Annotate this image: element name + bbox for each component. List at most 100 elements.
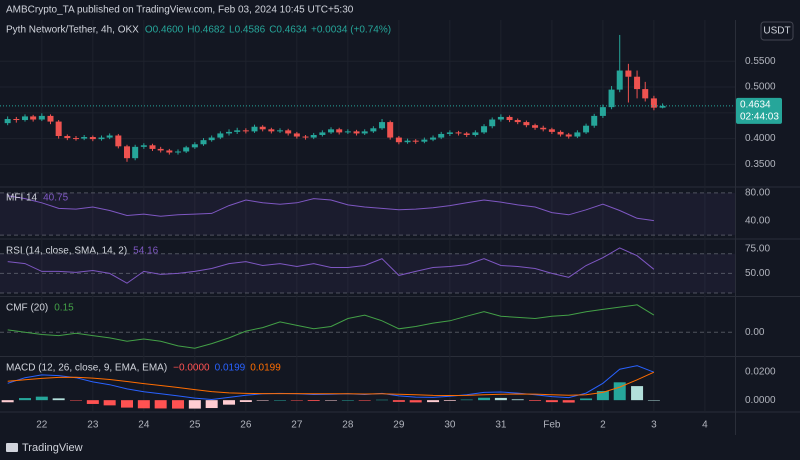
candle-body [115, 135, 122, 147]
legend-value: 0.0199 [215, 363, 246, 374]
y-tick-label: 0.00 [745, 327, 765, 338]
histogram-bar [478, 397, 491, 401]
candle-body [599, 107, 606, 116]
histogram-bar [1, 400, 14, 403]
x-tick-label: 22 [36, 420, 48, 431]
candle-body [149, 145, 156, 149]
legend-value: 54.16 [133, 246, 158, 257]
tradingview-logo[interactable]: TradingView [6, 442, 83, 454]
candle-body [251, 126, 258, 132]
candle-body [175, 151, 182, 153]
candle-body [208, 137, 215, 141]
x-tick-label: 28 [342, 420, 354, 431]
candle-body [293, 133, 300, 137]
publish-header: AMBCrypto_TA published on TradingView.co… [6, 5, 354, 16]
histogram-bar [290, 400, 303, 401]
candle-body [72, 138, 79, 140]
candle-body [242, 130, 249, 132]
x-tick-label: 2 [600, 420, 606, 431]
candle-body [625, 70, 632, 77]
candle-body [387, 122, 394, 138]
histogram-bar [596, 391, 609, 401]
histogram-bar [205, 400, 218, 409]
candle-body [183, 147, 190, 152]
candle-body [285, 130, 292, 134]
histogram-bar [443, 400, 456, 401]
candle-body [557, 131, 564, 135]
candle-body [565, 134, 572, 137]
x-tick-label: 27 [291, 420, 303, 431]
candle-body [489, 119, 496, 127]
candle-body [412, 140, 419, 142]
candle-body [55, 121, 62, 137]
y-tick-label: 75.00 [745, 243, 770, 254]
candle-body [481, 126, 488, 133]
histogram-bar [460, 399, 473, 401]
legend-value: 40.75 [43, 193, 68, 204]
candle-body [64, 136, 71, 139]
x-tick-label: 26 [240, 420, 252, 431]
candle-body [540, 127, 547, 130]
candle-body [226, 131, 233, 134]
x-tick-label: 3 [651, 420, 657, 431]
candle-body [379, 122, 386, 129]
candle-body [438, 133, 445, 138]
legend-value: H0.4682 [187, 25, 225, 36]
x-tick-label: 23 [87, 420, 99, 431]
histogram-bar [35, 396, 48, 401]
x-tick-label: 31 [495, 420, 507, 431]
legend-title: MACD (12, 26, close, 9, EMA, EMA) [6, 363, 167, 374]
indicator-line [7, 304, 655, 349]
currency-button[interactable]: USDT [760, 21, 794, 41]
candle-body [370, 128, 377, 132]
histogram-bar [562, 400, 575, 403]
x-tick-label: 30 [444, 420, 456, 431]
candle-body [353, 131, 360, 134]
x-tick-label: 24 [138, 420, 150, 431]
histogram-bar [86, 400, 99, 404]
last-price-label: 0.4634 [740, 100, 771, 111]
histogram-bar [172, 400, 185, 409]
legend-value: C0.4634 [269, 25, 307, 36]
histogram-bar [223, 400, 236, 405]
candle-body [642, 89, 649, 99]
candle-body [455, 132, 462, 134]
candle-body [47, 115, 54, 122]
legend-value: L0.4586 [229, 25, 266, 36]
candle-body [523, 122, 530, 126]
legend-title: Pyth Network/Tether, 4h, OKX [6, 25, 139, 36]
logo-text: TradingView [22, 442, 83, 454]
legend-value: 0.15 [54, 303, 74, 314]
logo-icon [6, 443, 18, 452]
candle-body [336, 129, 343, 133]
legend-value: −0.0000 [173, 363, 210, 374]
legend-title: CMF (20) [6, 303, 48, 314]
candle-body [259, 126, 266, 130]
y-tick-label: 40.00 [745, 216, 770, 227]
histogram-bar [376, 399, 389, 401]
histogram-bar [325, 400, 338, 401]
candle-body [548, 129, 555, 132]
candle-body [583, 125, 590, 133]
candle-body [98, 137, 105, 140]
x-tick-label: 29 [393, 420, 405, 431]
candle-body [132, 146, 139, 159]
histogram-bar [427, 400, 440, 403]
indicator-line [7, 371, 655, 397]
candle-body [4, 119, 11, 124]
histogram-bar [103, 400, 116, 406]
candle-body [506, 116, 513, 121]
y-tick-label: 0.3500 [745, 159, 776, 170]
candle-body [430, 137, 437, 140]
band-fill [0, 192, 735, 236]
y-tick-label: 50.00 [745, 268, 770, 279]
candle-body [404, 140, 411, 143]
candle-body [446, 132, 453, 134]
histogram-bar [137, 400, 150, 409]
candle-body [319, 132, 326, 135]
y-tick-label: 0.0000 [745, 395, 776, 406]
histogram-bar [341, 400, 354, 401]
y-tick-label: 0.4000 [745, 133, 776, 144]
candle-body [634, 76, 641, 90]
